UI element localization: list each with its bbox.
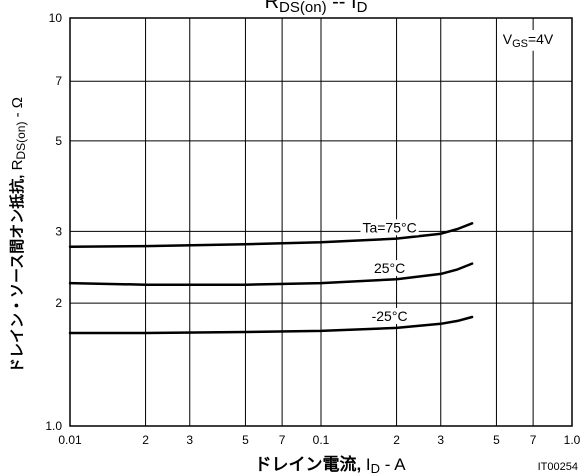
figure-code: IT00254 xyxy=(538,461,578,473)
series-labels: Ta=75°C 25°C -25°C xyxy=(360,219,419,324)
x-tick-label: 3 xyxy=(437,433,444,447)
x-tick-label: 2 xyxy=(142,433,149,447)
grid xyxy=(69,17,573,427)
x-tick-label: 2 xyxy=(393,433,400,447)
y-tick-label: 5 xyxy=(55,134,62,148)
x-tick-label: 1.0 xyxy=(564,433,581,447)
x-tick-label: 7 xyxy=(530,433,537,447)
series-label: -25°C xyxy=(372,308,408,324)
series-label-bg xyxy=(371,260,408,277)
series-curve xyxy=(68,222,474,249)
y-tick-label: 2 xyxy=(55,296,62,310)
chart-title: RDS(on) -- ID xyxy=(265,0,368,16)
series-label: Ta=75°C xyxy=(362,219,416,235)
x-tick-label: 3 xyxy=(186,433,193,447)
y-tick-label: 3 xyxy=(55,224,62,238)
series-curve xyxy=(68,262,474,286)
y-axis-label: ドレイン・ソース間オン抵抗, RDS(on) - Ω xyxy=(8,97,28,373)
annotation-bg xyxy=(499,30,557,51)
series-label: 25°C xyxy=(374,260,405,276)
series-label-bg xyxy=(369,307,410,324)
plot-frame xyxy=(69,17,573,427)
y-tick-label: 1.0 xyxy=(45,419,62,433)
series-label-bg xyxy=(360,219,419,236)
x-tick-label: 5 xyxy=(493,433,500,447)
x-tick-label: 0.1 xyxy=(313,433,330,447)
x-tick-label: 5 xyxy=(242,433,249,447)
series-curve xyxy=(68,315,474,335)
x-tick-label: 0.01 xyxy=(58,433,82,447)
y-tick-label: 10 xyxy=(49,11,63,25)
vgs-annotation: VGS=4V xyxy=(503,31,554,50)
y-tick-labels: 1.0 2 3 5 7 10 xyxy=(45,11,62,433)
x-tick-labels: 0.01 2 3 5 7 0.1 2 3 5 7 1.0 xyxy=(58,433,580,447)
x-tick-label: 7 xyxy=(279,433,286,447)
x-axis-label: ドレイン電流, ID - A xyxy=(254,454,406,475)
curves xyxy=(68,222,474,335)
y-tick-label: 7 xyxy=(55,74,62,88)
